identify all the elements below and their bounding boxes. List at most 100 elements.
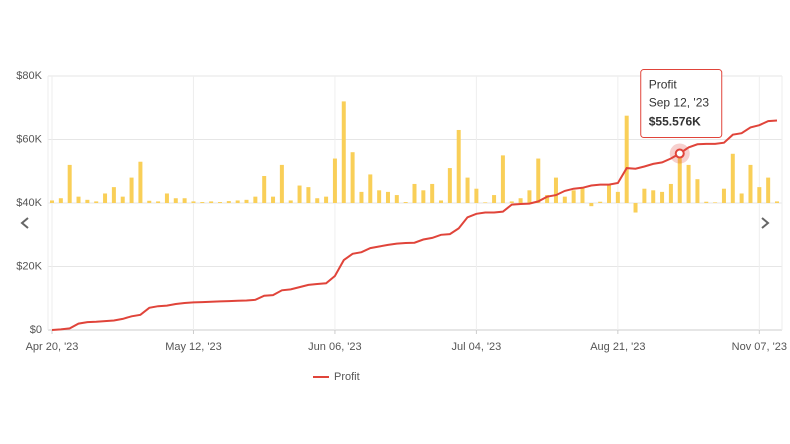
tooltip: Profit Sep 12, '23 $55.576K [640, 69, 723, 139]
bar [571, 190, 576, 203]
y-tick-label: $60K [16, 133, 42, 145]
y-tick-label: $20K [16, 260, 42, 272]
bar [721, 188, 726, 203]
bar [447, 168, 452, 203]
tooltip-box [640, 69, 723, 139]
prev-arrow[interactable] [20, 217, 29, 229]
bar [253, 196, 258, 203]
bar [359, 191, 364, 203]
bar [341, 101, 346, 203]
bar [474, 188, 479, 203]
bar [775, 201, 779, 203]
tooltip-title: Profit [649, 78, 678, 92]
bar [545, 195, 550, 203]
tooltip-value: $55.576K [649, 115, 701, 129]
bar [589, 203, 594, 207]
bar [766, 177, 771, 203]
y-tick-label: $80K [16, 70, 42, 82]
bar [235, 200, 240, 203]
x-tick-label: Jun 06, '23 [308, 341, 361, 353]
bar [262, 176, 267, 203]
bar [50, 200, 54, 203]
bar [129, 177, 134, 203]
legend-label: Profit [334, 371, 360, 383]
bar [76, 196, 81, 203]
bar [465, 177, 470, 203]
bar [288, 200, 293, 203]
bar [439, 200, 444, 203]
bar [103, 193, 108, 203]
bar [200, 202, 205, 203]
bar [111, 187, 116, 203]
line [51, 119, 778, 331]
bar [730, 153, 735, 203]
x-tick-label: Nov 07, '23 [732, 341, 787, 353]
bar [739, 193, 744, 203]
bar [412, 183, 417, 203]
bar [421, 190, 426, 203]
bar [120, 196, 125, 203]
bar [713, 202, 718, 203]
bar [403, 202, 408, 203]
bar [633, 203, 638, 213]
bar [651, 190, 656, 203]
bar [368, 174, 373, 203]
bar [527, 190, 532, 203]
bar [695, 179, 700, 203]
bar [173, 198, 178, 203]
x-tick-label: Aug 21, '23 [590, 341, 645, 353]
bar [94, 201, 99, 203]
x-tick-label: Apr 20, '23 [26, 341, 79, 353]
bar [668, 183, 673, 203]
y-tick-label: $0 [30, 324, 42, 336]
bar [536, 158, 541, 203]
bar [615, 191, 620, 203]
bar [217, 202, 222, 203]
bar [377, 190, 382, 203]
bar [306, 187, 311, 203]
bar [677, 155, 682, 203]
bar [182, 198, 187, 203]
bar [500, 155, 505, 203]
bar [580, 187, 585, 203]
bar [297, 185, 302, 203]
bar [553, 177, 558, 203]
bar [562, 196, 567, 203]
bar [748, 164, 753, 203]
bar [394, 195, 399, 203]
bar [757, 187, 762, 203]
bar [209, 201, 214, 203]
bar [456, 129, 461, 203]
bar [156, 201, 161, 203]
tooltip-marker [674, 148, 685, 159]
bar [315, 198, 320, 203]
bar [67, 164, 72, 203]
bar [518, 198, 523, 203]
bar [686, 164, 691, 203]
bar [226, 201, 231, 203]
bar [642, 188, 647, 203]
bar [271, 196, 276, 203]
bar [279, 164, 284, 203]
bar [58, 198, 63, 203]
bar [350, 152, 355, 203]
bar [483, 202, 488, 203]
next-arrow[interactable] [761, 217, 770, 229]
x-tick-label: Jul 04, '23 [451, 341, 501, 353]
bar [660, 191, 665, 203]
tooltip-date: Sep 12, '23 [649, 96, 710, 110]
bar [385, 191, 390, 203]
bar [492, 195, 497, 203]
bar [430, 183, 435, 203]
bar [85, 199, 90, 203]
bar [704, 201, 709, 203]
bar [624, 115, 629, 203]
bar [191, 201, 196, 203]
x-tick-label: May 12, '23 [165, 341, 222, 353]
bar [324, 196, 329, 203]
y-tick-label: $40K [16, 197, 42, 209]
bar [147, 200, 152, 203]
bar [598, 201, 603, 203]
